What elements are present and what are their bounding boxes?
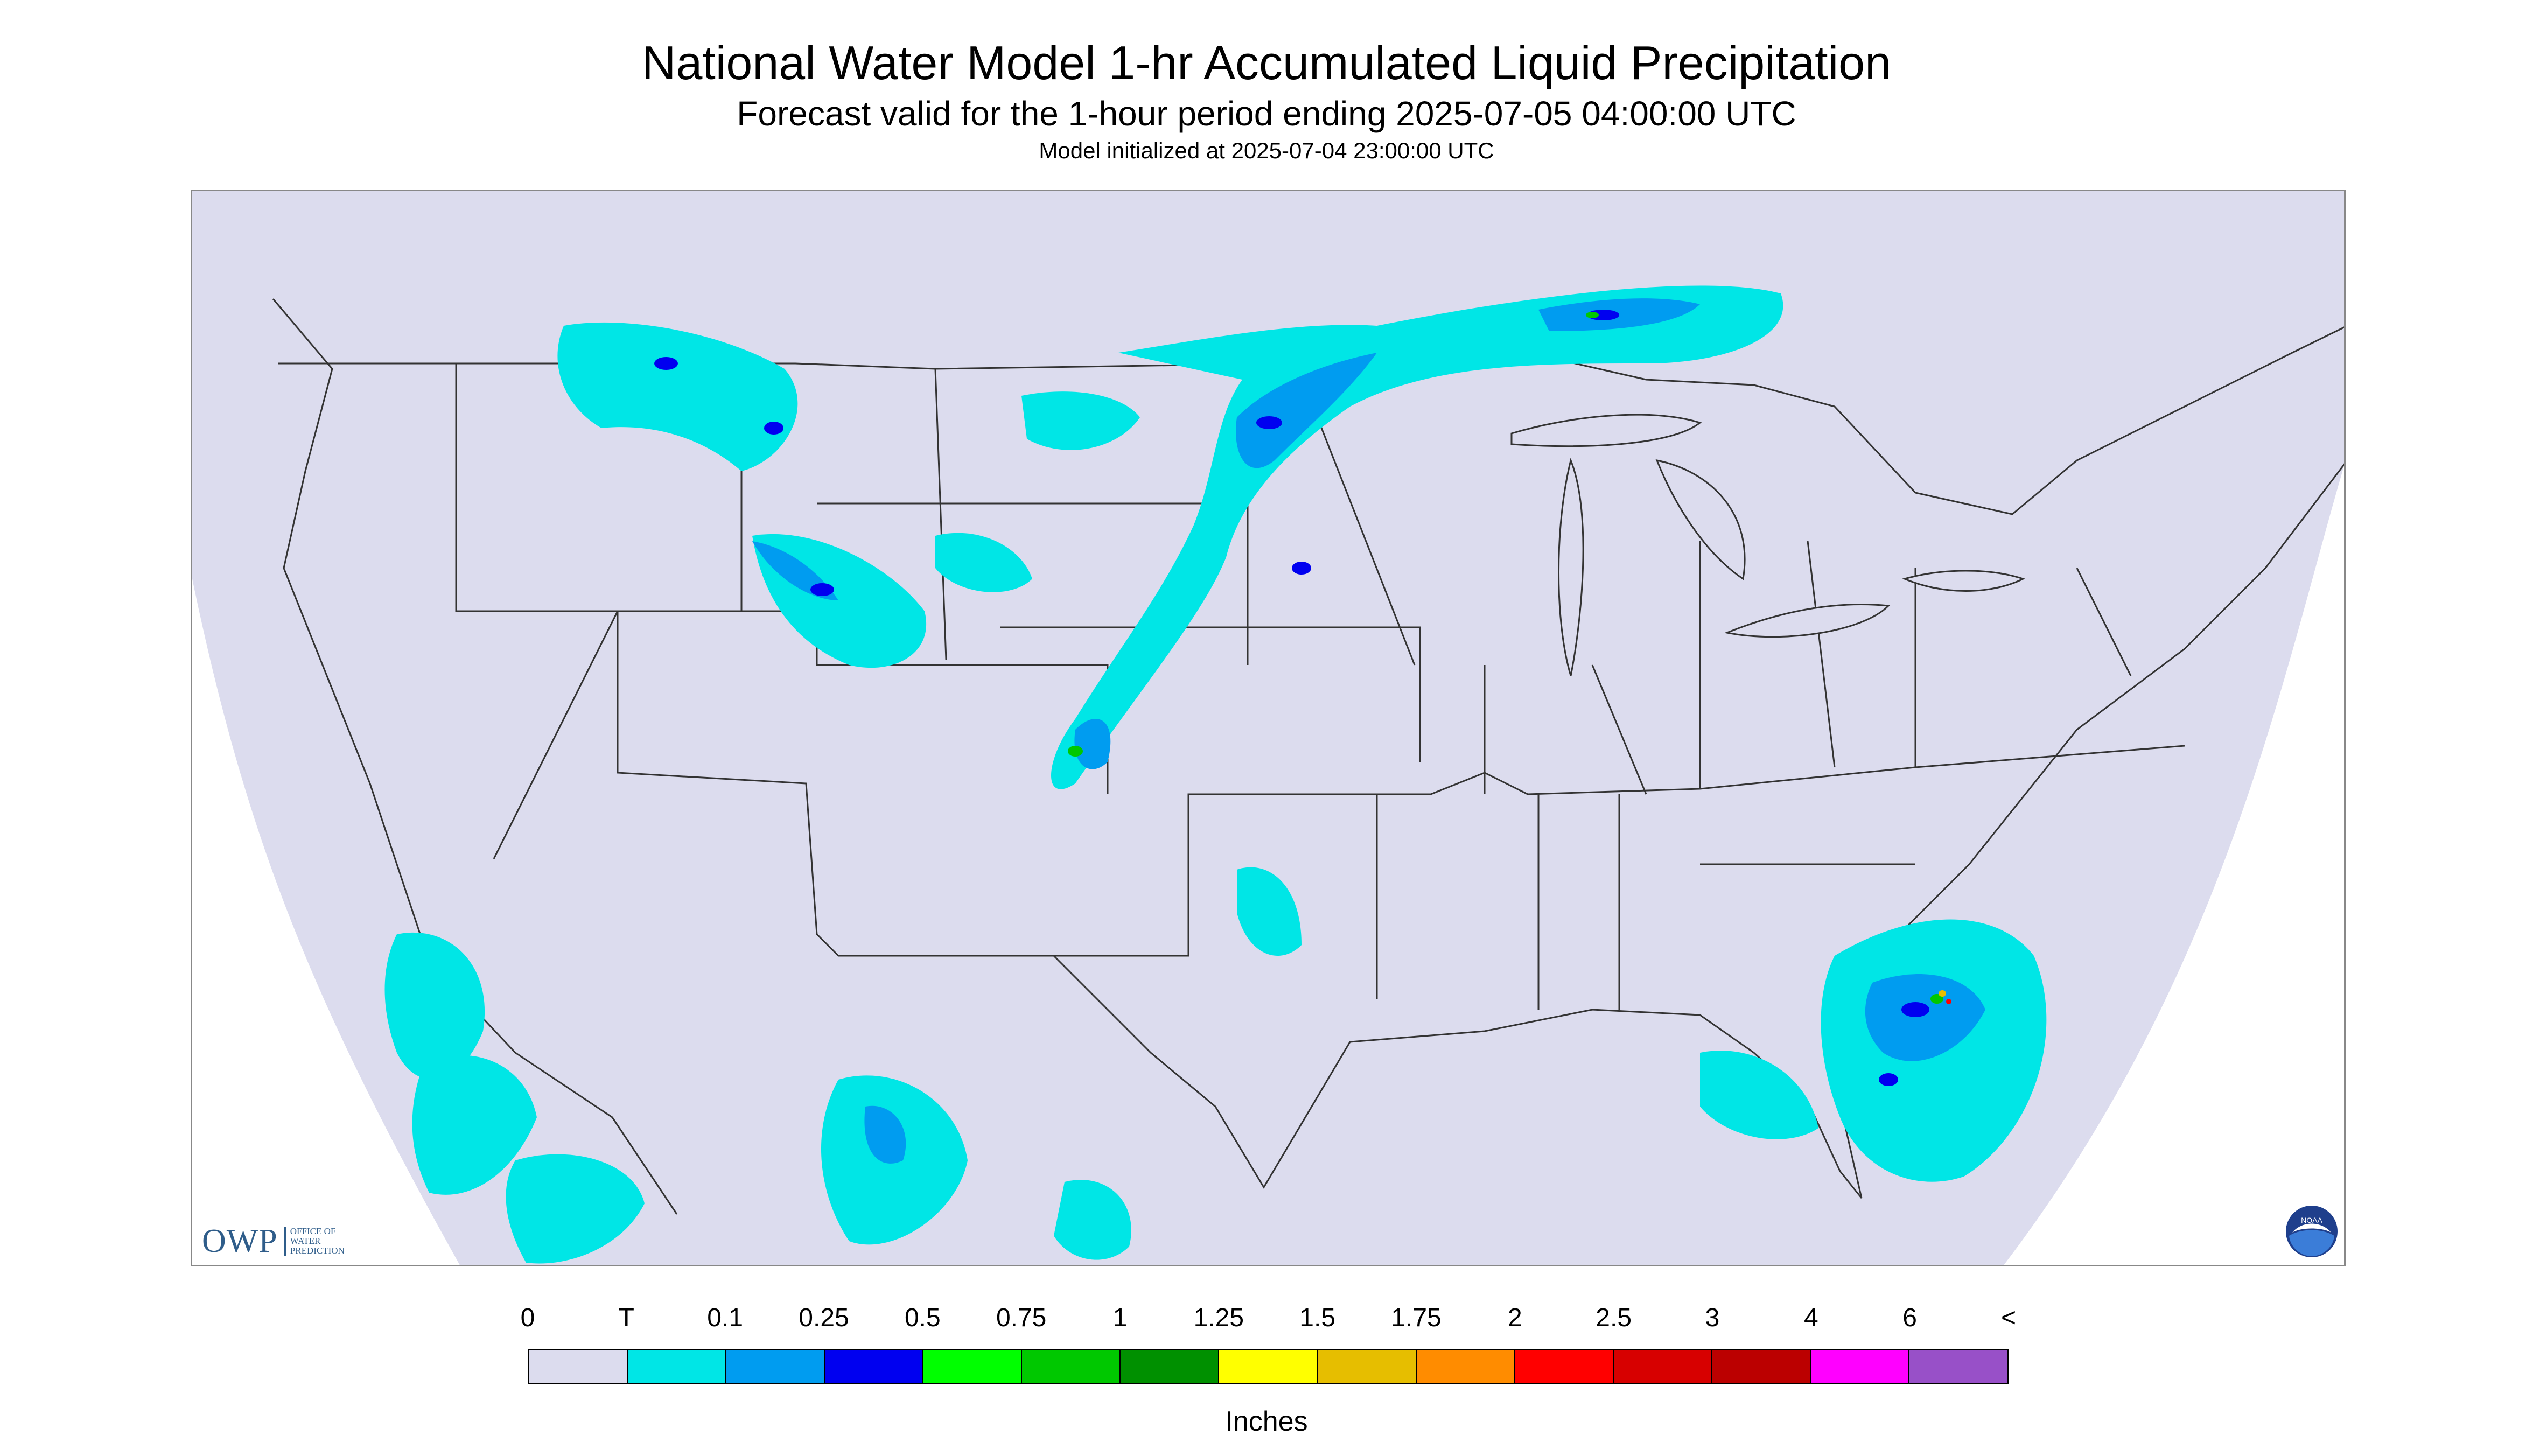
legend-label: 0.25	[799, 1304, 849, 1332]
lake-ontario	[1902, 570, 2025, 592]
legend-swatch	[825, 1350, 924, 1383]
precipitation-map: OWP OFFICE OF WATER PREDICTION NOAA	[191, 190, 2346, 1266]
legend-label: 6	[1902, 1304, 1918, 1332]
legend-label: 1	[1112, 1304, 1128, 1332]
legend-label: 0.75	[996, 1304, 1047, 1332]
legend-labels: 0 T 0.1 0.25 0.5 0.75 1 1.25 1.5 1.75 2 2.5 3 4 6 <	[0, 1303, 2533, 1341]
legend-label: 2	[1507, 1304, 1522, 1332]
legend-swatch	[1121, 1350, 1220, 1383]
lake-huron	[1655, 459, 1746, 580]
lake-superior	[1510, 414, 1702, 447]
legend-units: Inches	[1225, 1406, 1308, 1437]
legend-swatch	[1613, 1350, 1712, 1383]
lake-erie	[1724, 603, 1891, 638]
model-init-text: Model initialized at 2025-07-04 23:00:00…	[1039, 138, 1494, 163]
svg-text:NOAA: NOAA	[2301, 1216, 2322, 1224]
legend-label: 0	[520, 1304, 535, 1332]
legend-label: 1.5	[1299, 1304, 1336, 1332]
legend-label: <	[2000, 1304, 2017, 1332]
legend-label: T	[618, 1304, 634, 1332]
legend-swatch	[1022, 1350, 1121, 1383]
map-title: National Water Model 1-hr Accumulated Li…	[641, 36, 1892, 89]
legend-label: 3	[1705, 1304, 1720, 1332]
legend-label: 1.25	[1193, 1304, 1244, 1332]
legend-swatch	[923, 1350, 1023, 1383]
precip-red-areas	[1946, 999, 1951, 1004]
legend-label: 1.75	[1391, 1304, 1442, 1332]
legend-label: 0.5	[904, 1304, 941, 1332]
legend-swatch	[1318, 1350, 1417, 1383]
legend-label: 0.1	[707, 1304, 744, 1332]
legend-swatch	[628, 1350, 727, 1383]
legend-label: 4	[1803, 1304, 1818, 1332]
great-lakes	[1510, 414, 2025, 676]
west-coast-line	[272, 298, 678, 1215]
legend-swatch	[1909, 1350, 2007, 1383]
map-canvas	[192, 191, 2344, 1265]
legend-color-bar	[528, 1349, 2009, 1384]
precip-yellow-areas	[1939, 990, 1946, 997]
precip-light-blue-areas	[752, 298, 1985, 1164]
noaa-logo: NOAA	[2286, 1206, 2338, 1257]
legend-swatch	[1515, 1350, 1614, 1383]
owp-logo-text: OFFICE OF WATER PREDICTION	[284, 1227, 366, 1256]
owp-logo-mark: OWP	[202, 1222, 278, 1259]
legend-swatch	[1712, 1350, 1811, 1383]
forecast-valid-subtitle: Forecast valid for the 1-hour period end…	[737, 94, 1796, 133]
precip-green-areas	[1068, 312, 1943, 1004]
legend-swatch	[1219, 1350, 1318, 1383]
legend-label: 2.5	[1596, 1304, 1632, 1332]
legend-swatch	[529, 1350, 628, 1383]
northern-border-line	[278, 326, 2344, 515]
legend-swatch	[726, 1350, 825, 1383]
boundaries	[272, 298, 2344, 1215]
lake-michigan	[1558, 458, 1584, 676]
legend-swatch	[1416, 1350, 1515, 1383]
owp-logo: OWP OFFICE OF WATER PREDICTION	[202, 1220, 366, 1263]
legend-swatch	[1810, 1350, 1909, 1383]
